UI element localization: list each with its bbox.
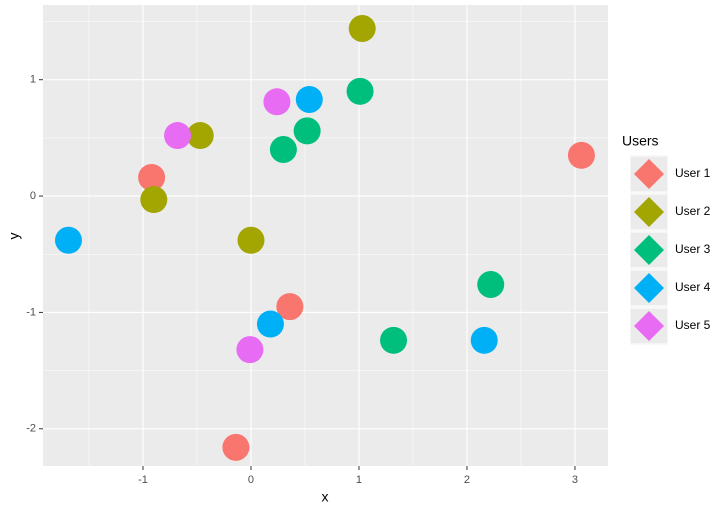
point [186,122,214,150]
point [293,117,321,145]
y-tick-label: -2 [26,423,36,435]
x-tick-label: 0 [248,474,254,486]
y-tick-label: -1 [26,306,36,318]
point [256,310,284,338]
x-axis-label: x [322,489,329,505]
panel [43,5,608,466]
point [470,326,498,354]
legend: User 1 User 2 User 3 User 4 User 5 [629,155,711,345]
x-tick-label: 2 [464,474,470,486]
point [140,186,168,214]
point [346,77,374,105]
point [295,85,323,113]
point [138,163,166,191]
points [54,15,595,461]
legend-symbol [634,273,664,303]
y-tick-label: 1 [30,74,36,86]
point [222,433,250,461]
legend-symbol [634,311,664,341]
legend-label: User 3 [675,242,711,256]
point [477,270,505,298]
point [54,226,82,254]
point [348,15,376,43]
y-tick-label: 0 [30,190,36,202]
point [263,88,291,116]
y-axis-label: y [6,233,22,240]
x-tick-label: 3 [572,474,578,486]
legend-label: User 1 [675,166,711,180]
point [380,326,408,354]
point [164,122,192,150]
legend-symbol [634,159,664,189]
legend-title: Users [622,133,659,149]
point [276,293,304,321]
point [269,136,297,164]
point [237,226,265,254]
x-tick-label: 1 [356,474,362,486]
x-tick-label: -1 [138,474,148,486]
legend-label: User 5 [675,318,711,332]
legend-label: User 4 [675,280,711,294]
legend-symbol [634,197,664,227]
legend-label: User 2 [675,204,711,218]
point [236,336,264,364]
point [567,141,595,169]
legend-symbol [634,235,664,265]
